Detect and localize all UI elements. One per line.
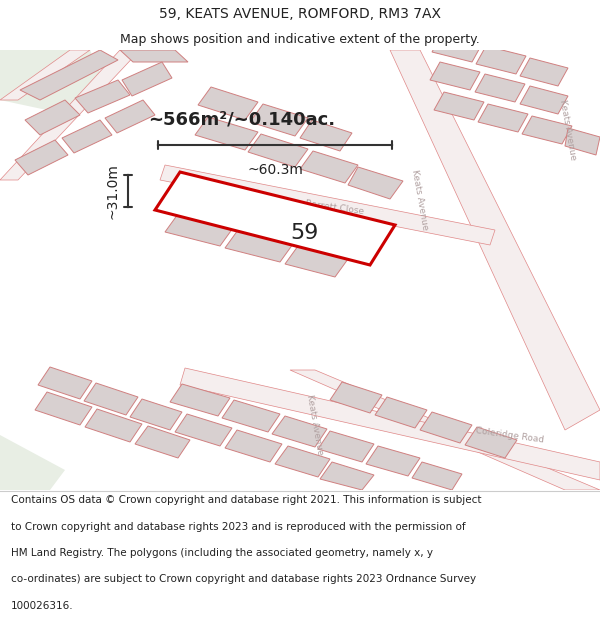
Text: Coleridge Road: Coleridge Road: [475, 426, 545, 444]
Polygon shape: [290, 370, 600, 490]
Polygon shape: [105, 100, 155, 133]
Polygon shape: [430, 62, 480, 90]
Polygon shape: [375, 397, 427, 428]
Polygon shape: [0, 50, 90, 100]
Text: 100026316.: 100026316.: [11, 601, 73, 611]
Polygon shape: [330, 382, 382, 413]
Text: ~566m²/~0.140ac.: ~566m²/~0.140ac.: [148, 111, 335, 129]
Polygon shape: [180, 368, 600, 480]
Text: HM Land Registry. The polygons (including the associated geometry, namely x, y: HM Land Registry. The polygons (includin…: [11, 548, 433, 558]
Polygon shape: [84, 383, 138, 415]
Polygon shape: [432, 34, 482, 62]
Polygon shape: [285, 246, 348, 277]
Polygon shape: [520, 86, 568, 114]
Polygon shape: [366, 446, 420, 476]
Polygon shape: [434, 92, 484, 120]
Polygon shape: [465, 427, 517, 458]
Polygon shape: [0, 50, 110, 115]
Polygon shape: [412, 462, 462, 490]
Polygon shape: [275, 446, 330, 477]
Polygon shape: [475, 74, 525, 102]
Polygon shape: [160, 165, 495, 245]
Text: Map shows position and indicative extent of the property.: Map shows position and indicative extent…: [120, 32, 480, 46]
Polygon shape: [120, 50, 188, 62]
Polygon shape: [218, 200, 281, 232]
Polygon shape: [75, 80, 130, 113]
Polygon shape: [135, 426, 190, 458]
Polygon shape: [565, 128, 600, 155]
Text: co-ordinates) are subject to Crown copyright and database rights 2023 Ordnance S: co-ordinates) are subject to Crown copyr…: [11, 574, 476, 584]
Polygon shape: [62, 120, 112, 153]
Text: Keats Avenue: Keats Avenue: [410, 169, 430, 231]
Polygon shape: [478, 104, 528, 132]
Polygon shape: [155, 172, 395, 265]
Polygon shape: [250, 104, 308, 136]
Polygon shape: [320, 462, 374, 490]
Text: Keats Avenue: Keats Avenue: [558, 99, 578, 161]
Polygon shape: [165, 214, 233, 246]
Polygon shape: [20, 50, 118, 100]
Polygon shape: [85, 409, 142, 442]
Polygon shape: [170, 384, 230, 416]
Text: to Crown copyright and database rights 2023 and is reproduced with the permissio: to Crown copyright and database rights 2…: [11, 522, 466, 532]
Polygon shape: [0, 435, 65, 490]
Polygon shape: [222, 400, 280, 432]
Text: Barrett Close: Barrett Close: [305, 199, 365, 217]
Polygon shape: [476, 46, 526, 74]
Polygon shape: [175, 414, 232, 446]
Polygon shape: [25, 100, 80, 135]
Text: ~60.3m: ~60.3m: [247, 163, 303, 177]
Polygon shape: [225, 430, 282, 462]
Polygon shape: [390, 50, 600, 430]
Polygon shape: [15, 140, 68, 175]
Polygon shape: [318, 431, 374, 462]
Polygon shape: [520, 58, 568, 86]
Polygon shape: [38, 367, 92, 399]
Text: 59, KEATS AVENUE, ROMFORD, RM3 7AX: 59, KEATS AVENUE, ROMFORD, RM3 7AX: [159, 7, 441, 21]
Polygon shape: [130, 399, 182, 430]
Polygon shape: [35, 392, 92, 425]
Text: Contains OS data © Crown copyright and database right 2021. This information is : Contains OS data © Crown copyright and d…: [11, 496, 481, 506]
Text: ~31.0m: ~31.0m: [105, 163, 119, 219]
Text: Keats Avenue: Keats Avenue: [305, 394, 325, 456]
Polygon shape: [0, 50, 140, 180]
Polygon shape: [272, 416, 327, 447]
Text: 59: 59: [291, 223, 319, 243]
Polygon shape: [300, 151, 358, 183]
Polygon shape: [165, 184, 228, 216]
Polygon shape: [420, 412, 472, 443]
Polygon shape: [248, 134, 308, 167]
Polygon shape: [273, 216, 330, 247]
Polygon shape: [300, 120, 352, 151]
Polygon shape: [522, 116, 572, 144]
Polygon shape: [122, 62, 172, 96]
Polygon shape: [195, 117, 258, 150]
Polygon shape: [348, 167, 403, 199]
Polygon shape: [198, 87, 258, 120]
Polygon shape: [225, 230, 293, 262]
